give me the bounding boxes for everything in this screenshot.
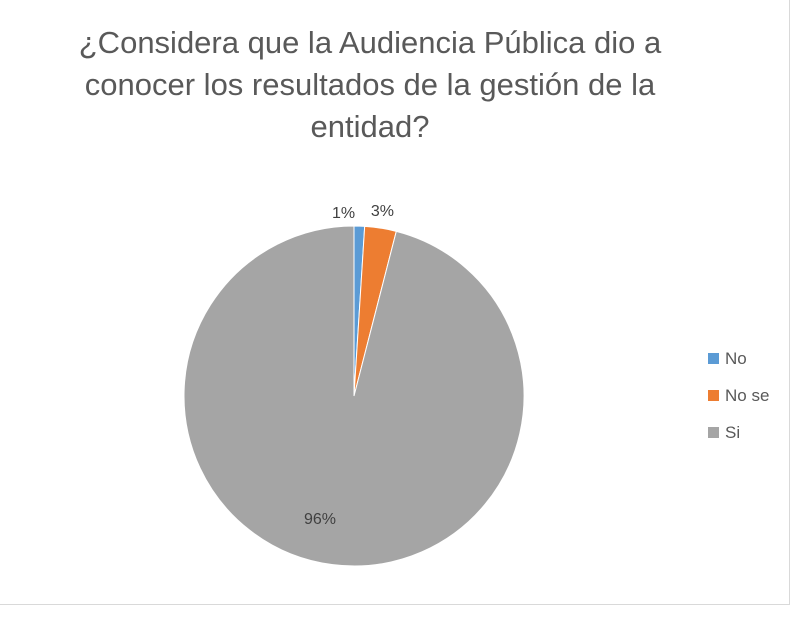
data-label-no-se: 3% bbox=[371, 203, 394, 220]
legend-item-si: Si bbox=[708, 414, 769, 451]
chart-title: ¿Considera que la Audiencia Pública dio … bbox=[78, 25, 662, 144]
legend-item-no: No bbox=[708, 340, 769, 377]
data-label-no: 1% bbox=[332, 205, 355, 222]
legend-label-si: Si bbox=[725, 422, 741, 442]
legend-label-no: No bbox=[725, 348, 747, 368]
legend-label-no-se: No se bbox=[725, 385, 770, 405]
legend-item-no-se: No se bbox=[708, 377, 769, 414]
legend: No No se Si bbox=[708, 340, 769, 451]
legend-swatch-no-se bbox=[708, 390, 719, 401]
data-label-si: 96% bbox=[304, 511, 336, 528]
legend-swatch-no bbox=[708, 353, 719, 364]
chart-frame: ¿Considera que la Audiencia Pública dio … bbox=[0, 0, 790, 605]
legend-swatch-si bbox=[708, 427, 719, 438]
pie-slice-si bbox=[183, 225, 525, 567]
